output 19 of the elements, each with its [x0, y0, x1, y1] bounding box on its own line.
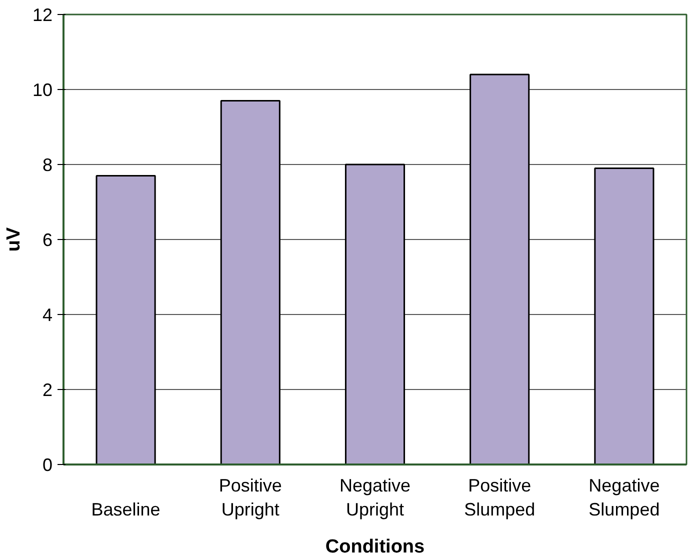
x-tick-label: Baseline: [91, 500, 160, 520]
x-tick-label: Positive Slumped: [464, 476, 536, 520]
x-axis-title: Conditions: [325, 536, 425, 558]
y-tick-label: 8: [42, 155, 53, 175]
bar: [96, 175, 156, 464]
y-tick-label: 6: [42, 230, 53, 250]
y-axis-title: uV: [3, 227, 24, 252]
x-tick-label: Negative Slumped: [588, 476, 660, 520]
x-tick-label: Negative Upright: [339, 476, 411, 520]
y-tick-label: 0: [42, 455, 53, 475]
x-tick-label: Positive Upright: [218, 476, 282, 520]
bar: [594, 168, 654, 464]
bar: [344, 164, 406, 464]
y-tick-label: 10: [32, 80, 53, 100]
y-tick-label: 2: [42, 380, 53, 400]
bar: [220, 100, 280, 464]
bar: [470, 74, 530, 464]
y-tick-label: 12: [32, 5, 53, 25]
y-tick-label: 4: [42, 305, 53, 325]
